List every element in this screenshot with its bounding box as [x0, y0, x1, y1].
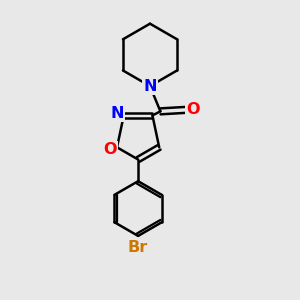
Text: O: O: [186, 102, 200, 117]
Text: O: O: [104, 142, 117, 157]
Text: N: N: [143, 79, 157, 94]
Text: Br: Br: [128, 240, 148, 255]
Text: N: N: [110, 106, 124, 121]
